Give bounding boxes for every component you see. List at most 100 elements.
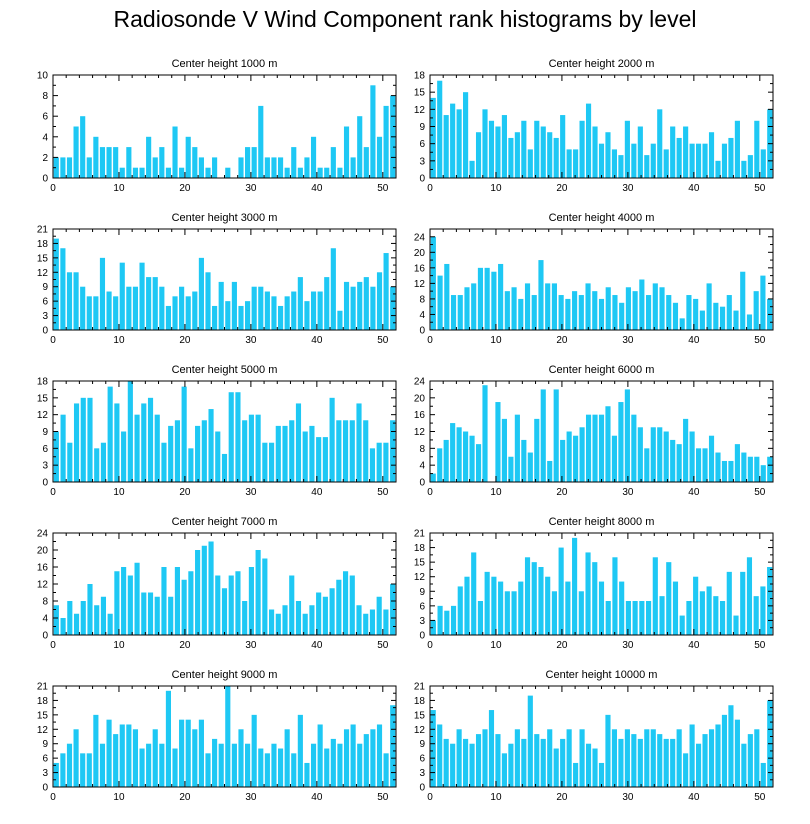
x-tick-label: 40 — [688, 792, 700, 803]
histogram-bar — [168, 425, 174, 482]
histogram-bar — [172, 126, 178, 178]
histogram-bar — [134, 414, 140, 482]
histogram-bar — [192, 147, 198, 178]
histogram-bar — [484, 267, 490, 330]
histogram-bar — [349, 420, 355, 482]
histogram-bar — [469, 435, 475, 482]
histogram-bar — [592, 126, 598, 178]
histogram-bar — [295, 601, 302, 635]
y-tick-label: 0 — [419, 174, 425, 185]
x-tick-label: 20 — [556, 183, 568, 194]
histogram-bar — [188, 571, 194, 635]
y-tick-label: 9 — [42, 739, 48, 750]
histogram-bar — [632, 601, 638, 635]
histogram-bar — [531, 562, 537, 635]
histogram-bar — [357, 116, 363, 178]
histogram-bar — [310, 136, 317, 178]
histogram-bar — [683, 418, 689, 483]
y-tick-label: 21 — [414, 529, 426, 540]
histogram-bar — [721, 143, 728, 178]
x-tick-label: 40 — [311, 487, 323, 498]
histogram-bar — [719, 306, 726, 330]
histogram-bar — [498, 581, 504, 635]
histogram-bar — [491, 576, 497, 635]
histogram-bar — [225, 686, 231, 787]
y-tick-label: 21 — [414, 682, 426, 693]
y-tick-label: 16 — [414, 410, 426, 421]
histogram-bar — [464, 576, 470, 635]
histogram-bar — [363, 277, 369, 330]
histogram-bar — [733, 615, 739, 635]
histogram-bar — [652, 557, 658, 635]
histogram-bar — [107, 613, 113, 635]
histogram-bar — [443, 738, 449, 787]
histogram-bar — [450, 295, 457, 330]
histogram-bar — [349, 575, 355, 635]
histogram-bar — [553, 748, 559, 787]
histogram-bar — [747, 734, 753, 787]
histogram-bar — [235, 392, 241, 482]
histogram-bar — [86, 753, 92, 787]
histogram-bar — [147, 397, 154, 482]
histogram-bar — [719, 601, 726, 635]
histogram-bar — [228, 392, 234, 482]
y-tick-label: 15 — [414, 710, 426, 721]
panel-title: Center height 3000 m — [172, 212, 278, 224]
histogram-bar — [251, 286, 257, 330]
histogram-bar — [689, 724, 695, 787]
histogram-bar — [560, 115, 566, 178]
histogram-bar — [357, 281, 363, 330]
histogram-bar — [625, 601, 631, 635]
histogram-bar — [672, 581, 679, 635]
histogram-bar — [443, 115, 449, 178]
histogram-bar — [534, 734, 540, 787]
y-tick-label: 0 — [42, 478, 48, 489]
histogram-bar — [657, 427, 663, 482]
histogram-bar — [179, 719, 185, 787]
y-tick-label: 12 — [37, 410, 49, 421]
histogram-bar — [646, 601, 652, 635]
histogram-bar — [683, 126, 689, 178]
histogram-bar — [579, 120, 585, 178]
histogram-bar — [119, 167, 125, 178]
histogram-bar — [322, 437, 328, 482]
histogram-bar — [558, 547, 564, 635]
histogram-bar — [728, 460, 734, 482]
histogram-bar — [676, 729, 682, 787]
histogram-bar — [185, 296, 191, 330]
histogram-bar — [565, 581, 571, 635]
histogram-bar — [94, 448, 100, 482]
histogram-bar — [297, 714, 303, 787]
histogram-bar — [646, 295, 652, 330]
histogram-bar — [611, 435, 618, 482]
x-tick-label: 40 — [311, 183, 323, 194]
histogram-bar — [699, 591, 705, 635]
histogram-bar — [721, 714, 728, 787]
y-tick-label: 3 — [419, 768, 425, 779]
histogram-bar — [310, 743, 317, 787]
x-tick-label: 50 — [377, 335, 389, 346]
panel-10: Center height 10000 m 0 3 6 9 12 15 18 21 0 10 20 30… — [414, 669, 774, 803]
histogram-bar — [161, 442, 167, 482]
histogram-bar — [284, 729, 290, 787]
histogram-bar — [592, 291, 598, 330]
histogram-bar — [592, 748, 598, 787]
y-tick-label: 18 — [37, 696, 49, 707]
y-tick-label: 8 — [42, 597, 48, 608]
histogram-bar — [469, 743, 475, 787]
histogram-bar — [450, 743, 456, 787]
histogram-bar — [228, 575, 234, 635]
x-tick-label: 20 — [179, 640, 191, 651]
histogram-bar — [80, 601, 86, 635]
histogram-bar — [508, 743, 514, 787]
x-tick-label: 10 — [490, 640, 502, 651]
histogram-bar — [181, 579, 187, 635]
histogram-bar — [713, 596, 719, 635]
histogram-bar — [284, 167, 290, 178]
histogram-bar — [86, 296, 92, 330]
panel-8: Center height 8000 m 0 3 6 9 12 15 18 21 0 10 20 30 4… — [414, 516, 774, 651]
histogram-bar — [337, 167, 343, 178]
histogram-bar — [208, 409, 214, 482]
histogram-bar — [295, 403, 302, 482]
y-tick-label: 12 — [37, 725, 49, 736]
